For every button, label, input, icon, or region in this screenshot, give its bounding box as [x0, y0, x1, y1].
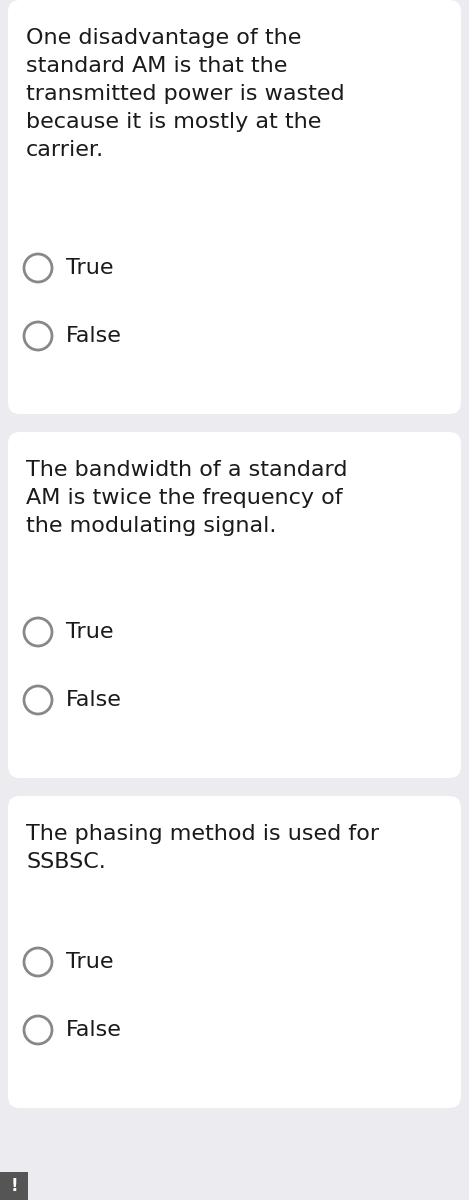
- FancyBboxPatch shape: [0, 1172, 28, 1200]
- Text: False: False: [66, 326, 122, 346]
- FancyBboxPatch shape: [8, 0, 461, 414]
- Text: The bandwidth of a standard
AM is twice the frequency of
the modulating signal.: The bandwidth of a standard AM is twice …: [26, 460, 348, 536]
- Text: The phasing method is used for
SSBSC.: The phasing method is used for SSBSC.: [26, 824, 379, 872]
- Text: False: False: [66, 1020, 122, 1040]
- Text: True: True: [66, 952, 113, 972]
- Text: False: False: [66, 690, 122, 710]
- FancyBboxPatch shape: [8, 796, 461, 1108]
- Text: True: True: [66, 258, 113, 278]
- Text: One disadvantage of the
standard AM is that the
transmitted power is wasted
beca: One disadvantage of the standard AM is t…: [26, 28, 345, 160]
- Text: !: !: [10, 1177, 18, 1195]
- Text: True: True: [66, 622, 113, 642]
- FancyBboxPatch shape: [8, 432, 461, 778]
